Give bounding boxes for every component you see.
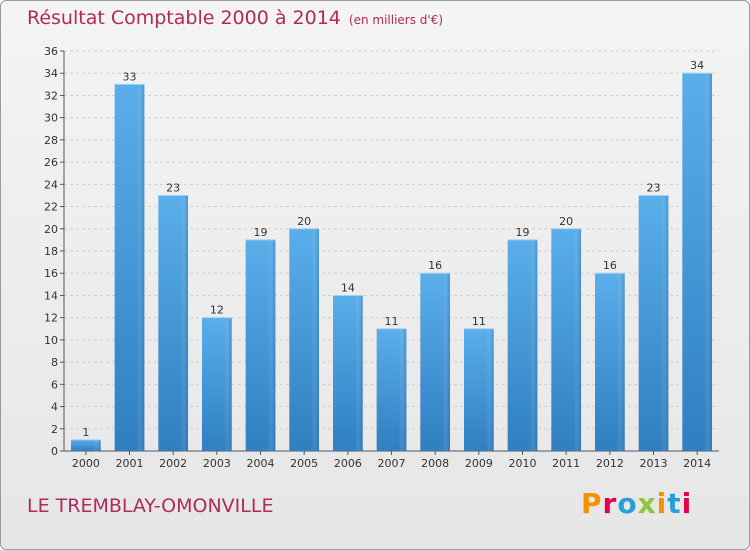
y-tick-label: 10 (44, 334, 58, 347)
bar-shade (180, 195, 189, 451)
chart-title-text: Résultat Comptable 2000 à 2014 (27, 7, 341, 29)
x-tick-label: 2012 (596, 457, 624, 470)
bar-value-label: 23 (166, 181, 180, 194)
x-tick-label: 2004 (247, 457, 275, 470)
bar-value-label: 20 (297, 215, 311, 228)
x-tick-label: 2000 (72, 457, 100, 470)
bar-shade (573, 228, 582, 451)
logo-letter: t (667, 487, 682, 520)
bar-shade (617, 273, 625, 451)
bar-value-label: 12 (210, 304, 224, 317)
bar-shade (93, 439, 101, 451)
y-tick-label: 28 (44, 134, 58, 147)
x-tick-label: 2009 (465, 457, 493, 470)
bar-value-label: 34 (690, 59, 704, 72)
bar-shade (311, 228, 320, 451)
x-tick-label: 2013 (640, 457, 668, 470)
y-tick-label: 0 (51, 445, 58, 458)
y-tick-label: 24 (44, 178, 58, 191)
x-tick-label: 2008 (421, 457, 449, 470)
bar-value-label: 19 (516, 226, 530, 239)
y-tick-label: 34 (44, 67, 58, 80)
logo-letter: x (637, 487, 657, 520)
y-tick-label: 20 (44, 223, 58, 236)
logo-letter: i (656, 487, 668, 520)
bar-value-label: 1 (82, 426, 89, 439)
bar-value-label: 16 (428, 259, 442, 272)
x-tick-label: 2002 (159, 457, 187, 470)
proxiti-logo: Proxiti (581, 487, 692, 520)
y-tick-label: 32 (44, 89, 58, 102)
y-tick-label: 36 (44, 45, 58, 58)
bar-shade (267, 239, 276, 451)
x-tick-label: 2003 (203, 457, 231, 470)
bar-value-label: 14 (341, 281, 355, 294)
bar-shade (224, 317, 232, 451)
logo-letter: r (602, 487, 618, 520)
x-tick-label: 2005 (290, 457, 318, 470)
y-tick-label: 8 (51, 356, 58, 369)
x-tick-label: 2001 (116, 457, 144, 470)
y-tick-label: 26 (44, 156, 58, 169)
bar-2000 (70, 439, 101, 451)
logo-letter: P (581, 487, 603, 520)
bar-shade (355, 295, 363, 451)
x-tick-label: 2011 (552, 457, 580, 470)
x-tick-label: 2010 (509, 457, 537, 470)
y-tick-label: 16 (44, 267, 58, 280)
y-tick-label: 22 (44, 201, 58, 214)
y-tick-label: 18 (44, 245, 58, 258)
bar-value-label: 23 (647, 181, 661, 194)
x-tick-label: 2006 (334, 457, 362, 470)
chart-title: Résultat Comptable 2000 à 2014 (en millie… (27, 7, 443, 29)
y-tick-label: 2 (51, 423, 58, 436)
chart-subtitle: (en milliers d'€) (348, 13, 444, 27)
bar-value-label: 33 (123, 70, 137, 83)
bar-shade (660, 195, 669, 451)
bar-value-label: 11 (472, 315, 486, 328)
bar-shade (442, 273, 451, 451)
bar-shade (398, 328, 407, 451)
x-tick-label: 2014 (683, 457, 711, 470)
bar-shade (529, 239, 538, 451)
y-tick-label: 12 (44, 312, 58, 325)
bar-shade (704, 73, 713, 451)
bar-value-label: 11 (385, 315, 399, 328)
y-tick-label: 30 (44, 112, 58, 125)
bar-value-label: 16 (603, 259, 617, 272)
data-labels: 1 33 23 12 19 20 14 11 16 11 19 20 16 23 34 (82, 59, 704, 439)
commune-name: LE TREMBLAY-OMONVILLE (27, 495, 274, 517)
bar-shade (136, 84, 145, 451)
bars (70, 72, 713, 451)
y-tick-label: 4 (51, 401, 58, 414)
y-tick-label: 6 (51, 378, 58, 391)
bar-value-label: 20 (559, 215, 573, 228)
bar-value-label: 19 (254, 226, 268, 239)
x-tick-label: 2007 (378, 457, 406, 470)
y-tick-label: 14 (44, 289, 58, 302)
logo-letter: i (681, 487, 693, 520)
bar-shade (486, 328, 494, 451)
logo-letter: o (617, 487, 638, 520)
